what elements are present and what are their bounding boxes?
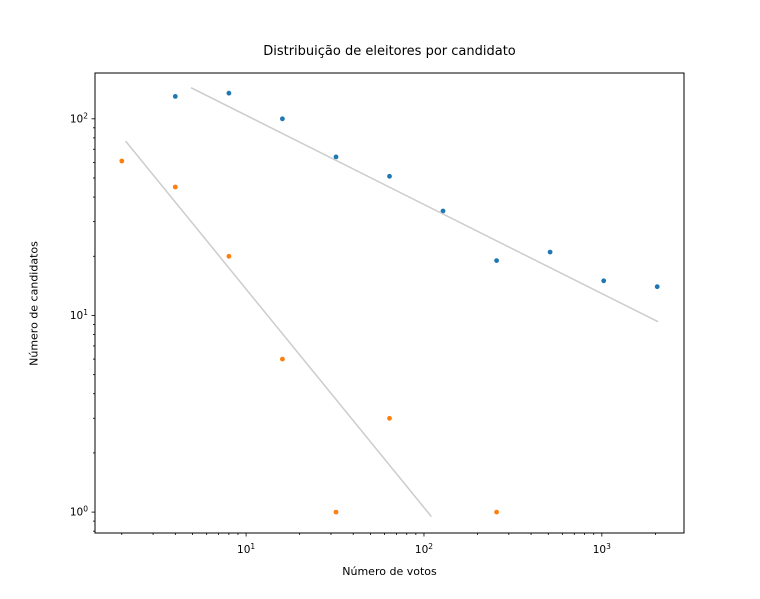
scatter-point-series-1 [333,509,339,515]
y-tick-label: 101 [70,308,88,322]
x-tick-label: 101 [237,542,255,556]
scatter-point-series-0 [547,249,553,255]
scatter-point-series-0 [333,154,339,160]
y-tick-label: 100 [70,505,88,519]
scatter-point-series-0 [226,90,232,96]
axes-frame [94,72,685,534]
scatter-point-series-1 [226,253,232,259]
trend-line-1 [125,140,432,517]
chart-title: Distribuição de eleitores por candidato [263,44,516,59]
scatter-point-series-1 [280,356,285,362]
scatter-point-series-0 [494,258,499,263]
trend-line-0 [190,87,659,323]
scatter-point-series-0 [654,284,660,290]
scatter-point-series-0 [387,173,392,179]
scatter-point-series-1 [494,509,499,515]
scatter-point-series-1 [119,158,125,164]
scatter-point-series-1 [172,184,178,190]
x-tick-label: 102 [415,542,433,556]
scatter-point-series-0 [172,94,178,99]
x-axis-label: Número de votos [342,565,437,578]
y-tick-label: 102 [70,111,88,125]
scatter-point-series-1 [387,415,392,421]
scatter-point-series-0 [440,208,446,214]
x-tick-label: 103 [593,542,611,556]
scatter-point-series-0 [280,116,285,122]
scatter-point-series-0 [601,278,607,284]
